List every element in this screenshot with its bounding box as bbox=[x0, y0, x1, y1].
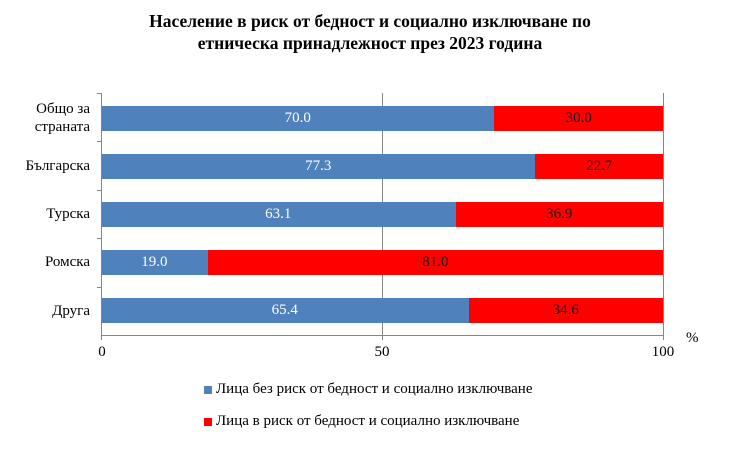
y-axis bbox=[101, 93, 102, 339]
bar-row: 19.0 81.0 bbox=[101, 250, 663, 275]
y-tick bbox=[97, 238, 101, 239]
x-tick-50 bbox=[382, 335, 383, 340]
legend-swatch-red-icon bbox=[204, 417, 212, 426]
bar-row: 77.3 22.7 bbox=[101, 154, 663, 179]
category-label-bulgarian: Българска bbox=[25, 158, 90, 174]
bar-segment-no-risk: 63.1 bbox=[101, 202, 456, 227]
bar-segment-no-risk: 19.0 bbox=[101, 250, 208, 275]
x-tick-0 bbox=[101, 335, 102, 340]
legend-swatch-blue-icon bbox=[204, 385, 212, 394]
bar-segment-no-risk: 65.4 bbox=[101, 298, 469, 323]
legend-item-at-risk: Лица в риск от бедност и социално изключ… bbox=[204, 413, 519, 430]
x-tick-label-100: 100 bbox=[651, 344, 675, 360]
category-label-roma: Ромска bbox=[44, 254, 90, 270]
bar-segment-no-risk: 77.3 bbox=[101, 154, 536, 179]
bar-row: 70.0 30.0 bbox=[101, 106, 663, 131]
x-tick-label-50: 50 bbox=[374, 344, 390, 360]
category-label-total: Общо за страната bbox=[34, 101, 90, 135]
legend-label-at-risk: Лица в риск от бедност и социално изключ… bbox=[216, 413, 520, 429]
y-tick bbox=[97, 141, 101, 142]
x-tick-100 bbox=[663, 335, 664, 340]
y-tick bbox=[97, 287, 101, 288]
chart-title-line2: етническа принадлежност през 2023 година bbox=[197, 33, 543, 53]
chart-title-line1: Население в риск от бедност и социално и… bbox=[149, 11, 591, 31]
category-label-other: Друга bbox=[52, 303, 90, 319]
bar-segment-at-risk: 22.7 bbox=[535, 154, 663, 179]
x-tick-label-0: 0 bbox=[98, 344, 106, 360]
bar-segment-at-risk: 30.0 bbox=[494, 106, 663, 131]
bar-segment-at-risk: 81.0 bbox=[207, 250, 663, 275]
legend-label-no-risk: Лица без риск от бедност и социално изкл… bbox=[216, 381, 533, 397]
category-label-turkish: Турска bbox=[46, 206, 90, 222]
y-tick bbox=[97, 190, 101, 191]
x-axis-unit: % bbox=[686, 330, 699, 346]
gridline-100 bbox=[663, 93, 664, 335]
bar-segment-at-risk: 36.9 bbox=[455, 202, 663, 227]
bar-segment-no-risk: 70.0 bbox=[101, 106, 495, 131]
legend-item-no-risk: Лица без риск от бедност и социално изкл… bbox=[204, 381, 532, 398]
bar-row: 65.4 34.6 bbox=[101, 298, 663, 323]
bar-row: 63.1 36.9 bbox=[101, 202, 663, 227]
bar-segment-at-risk: 34.6 bbox=[468, 298, 663, 323]
chart-title: Население в риск от бедност и социално и… bbox=[0, 10, 740, 54]
y-tick bbox=[97, 93, 101, 94]
